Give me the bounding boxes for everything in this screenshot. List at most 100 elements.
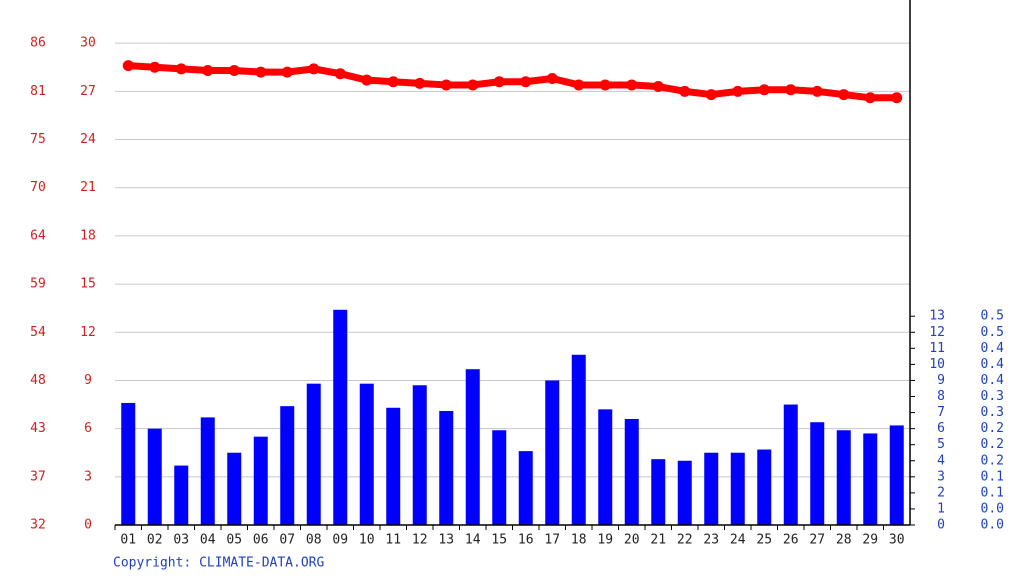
point [414,77,426,89]
y-tick-label: 9 [84,373,92,388]
bar [359,383,374,525]
bar [306,383,321,525]
y2-tick-label-in: 0.1 [981,485,1004,500]
x-tick-label: 18 [571,533,587,548]
y2-tick-label: 4 [937,453,945,468]
point [228,64,240,76]
point [811,85,823,97]
y-tick-label: 0 [84,518,92,533]
point [122,60,134,72]
y-tick-label-f: 86 [30,36,46,51]
y2-tick-label: 2 [937,485,945,500]
y2-tick-label: 6 [937,421,945,436]
x-tick-label: 20 [624,533,640,548]
x-tick-label: 24 [730,533,746,548]
bar [518,451,533,525]
y-tick-label-f: 32 [30,518,46,533]
y-tick-label: 15 [80,277,96,292]
point [281,66,293,78]
grid [115,42,910,478]
x-tick-label: 28 [836,533,852,548]
y2-tick-label: 7 [937,405,945,420]
bar [598,409,613,525]
point [838,89,850,101]
y2-tick-label-in: 0.5 [981,325,1004,340]
point [546,73,558,85]
y2-tick-label: 12 [929,325,945,340]
bar [836,430,851,525]
point [599,79,611,91]
x-tick-label: 12 [412,533,428,548]
point [440,79,452,91]
y-tick-label: 33 [80,0,96,3]
point [334,68,346,80]
y2-tick-label: 8 [937,389,945,404]
bar [863,433,878,525]
y-tick-label-f: 37 [30,469,46,484]
y2-tick-label: 13 [929,309,945,324]
bar [333,309,348,525]
y-tick-label: 27 [80,84,96,99]
bar [783,404,798,525]
x-tick-label: 05 [226,533,242,548]
bar [174,465,189,525]
point [891,92,903,104]
x-tick-label: 02 [147,533,163,548]
point [864,92,876,104]
y-tick-label: 6 [84,421,92,436]
bar [810,422,825,525]
x-tick-label: 27 [809,533,825,548]
y2-tick-label-in: 0.2 [981,453,1004,468]
point [361,74,373,86]
point [758,84,770,96]
bar [412,385,427,525]
x-tick-label: 09 [332,533,348,548]
y-tick-label: 30 [80,36,96,51]
x-tick-label: 06 [253,533,269,548]
bar [386,407,401,525]
x-tick-label: 19 [597,533,613,548]
y2-tick-label-in: 0.4 [981,341,1005,356]
bar [624,419,639,525]
y2-tick-label: 11 [929,341,945,356]
y2-tick-label-in: 0.3 [981,405,1004,420]
point [467,79,479,91]
x-tick-label: 30 [889,533,905,548]
bar [227,452,242,525]
y-tick-label-f: 64 [30,228,46,243]
y-tick-label: 18 [80,228,96,243]
bar [704,452,719,525]
x-tick-label: 25 [756,533,772,548]
x-tick-label: 17 [544,533,560,548]
point [149,61,161,73]
y-tick-label: 3 [84,469,92,484]
y2-tick-label-in: 0.3 [981,389,1004,404]
point [493,76,505,88]
y2-tick-label: 3 [937,469,945,484]
y2-tick-label: 0 [937,518,945,533]
y2-tick-label: 1 [937,501,945,516]
x-tick-label: 13 [438,533,454,548]
point [626,79,638,91]
y-tick-label: 24 [80,132,96,147]
bar [651,459,666,525]
point [705,89,717,101]
x-tick-label: 14 [465,533,481,548]
x-tick-label: 08 [306,533,322,548]
y-tick-label-f: 91 [30,0,46,3]
point [308,63,320,75]
y2-tick-label-in: 0.5 [981,309,1004,324]
y2-tick-label-in: 0.0 [981,518,1004,533]
y2-tick-label: 9 [937,373,945,388]
bar [280,406,295,525]
point [255,66,267,78]
x-tick-label: 22 [677,533,693,548]
bar [253,436,268,525]
y-tick-label-f: 75 [30,132,46,147]
x-tick-label: 23 [703,533,719,548]
bar [730,452,745,525]
line [128,62,897,102]
bar [147,428,162,525]
y-tick-label-f: 70 [30,180,46,195]
